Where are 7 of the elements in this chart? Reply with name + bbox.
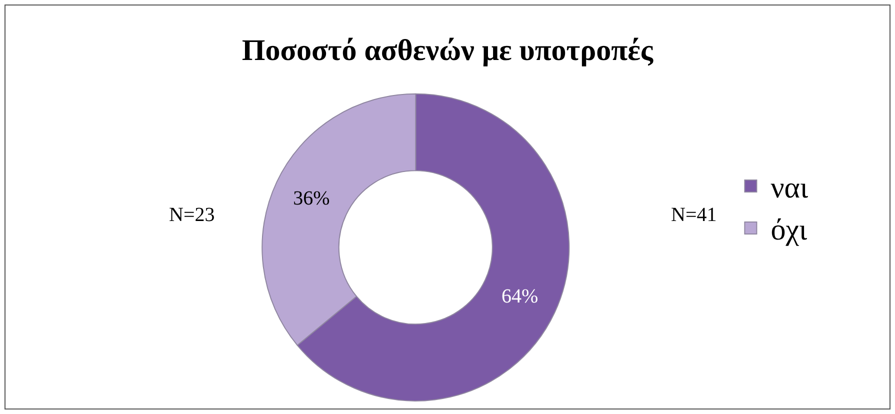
- text: N=23: [169, 204, 215, 226]
- chart-title: Ποσοστό ασθενών με υποτροπές: [242, 34, 654, 68]
- legend-label: όχι: [770, 214, 808, 247]
- text: N=41: [671, 204, 717, 226]
- data-label: 36%: [293, 187, 330, 210]
- data-label: 64%: [501, 285, 538, 308]
- legend-label: ναι: [770, 172, 808, 205]
